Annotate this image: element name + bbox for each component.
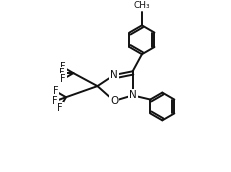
Text: F: F <box>57 103 63 113</box>
Text: N: N <box>110 70 118 80</box>
Text: N: N <box>128 90 136 100</box>
Text: F: F <box>60 74 66 84</box>
Text: F: F <box>58 68 64 78</box>
Text: CH₃: CH₃ <box>133 1 150 10</box>
Text: F: F <box>60 62 66 72</box>
Text: O: O <box>109 96 118 106</box>
Text: F: F <box>52 86 58 96</box>
Text: F: F <box>52 96 57 106</box>
